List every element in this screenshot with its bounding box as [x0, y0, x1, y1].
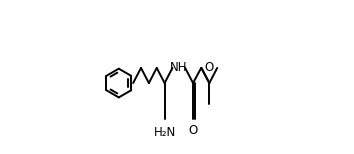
Text: H₂N: H₂N	[154, 126, 176, 140]
Text: NH: NH	[170, 61, 187, 74]
Text: O: O	[205, 61, 214, 74]
Text: O: O	[188, 124, 198, 137]
